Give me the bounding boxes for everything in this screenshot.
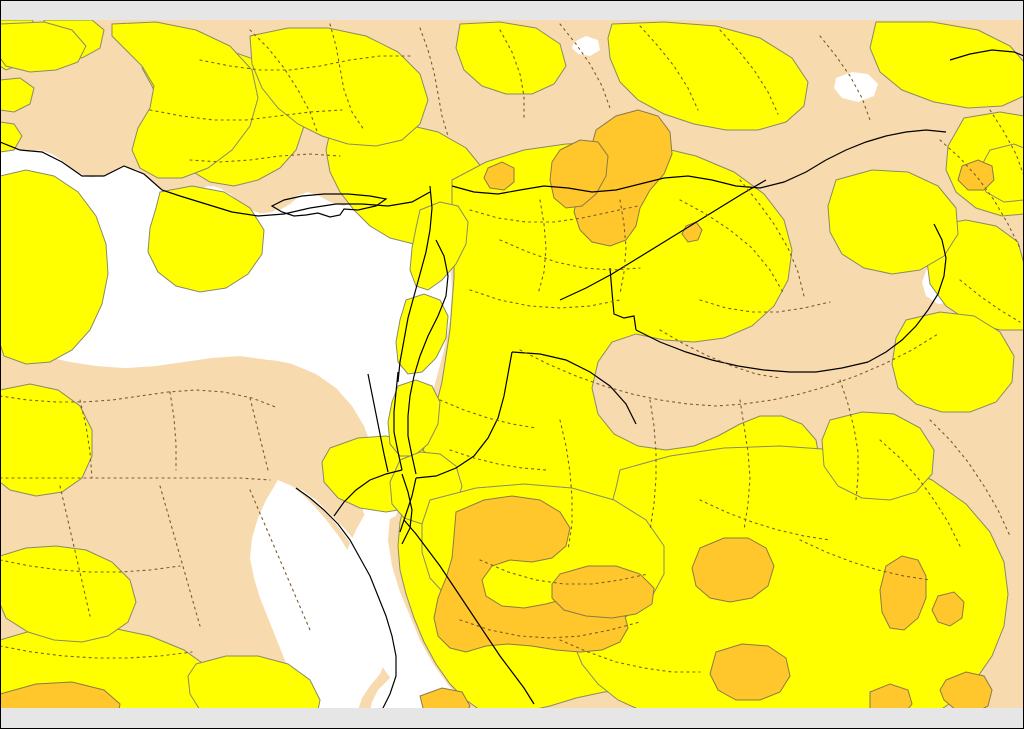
red-sea-wide: [250, 480, 386, 710]
lake-urmia: [572, 36, 600, 56]
country-borders-layer: [0, 49, 1024, 711]
red-sea: [288, 486, 418, 710]
lake-van: [834, 72, 878, 102]
aegean-island-1: [30, 96, 80, 116]
admin-boundaries-layer: [0, 23, 1024, 673]
footer-bar: [0, 708, 1024, 729]
header-bar: [0, 0, 1024, 20]
